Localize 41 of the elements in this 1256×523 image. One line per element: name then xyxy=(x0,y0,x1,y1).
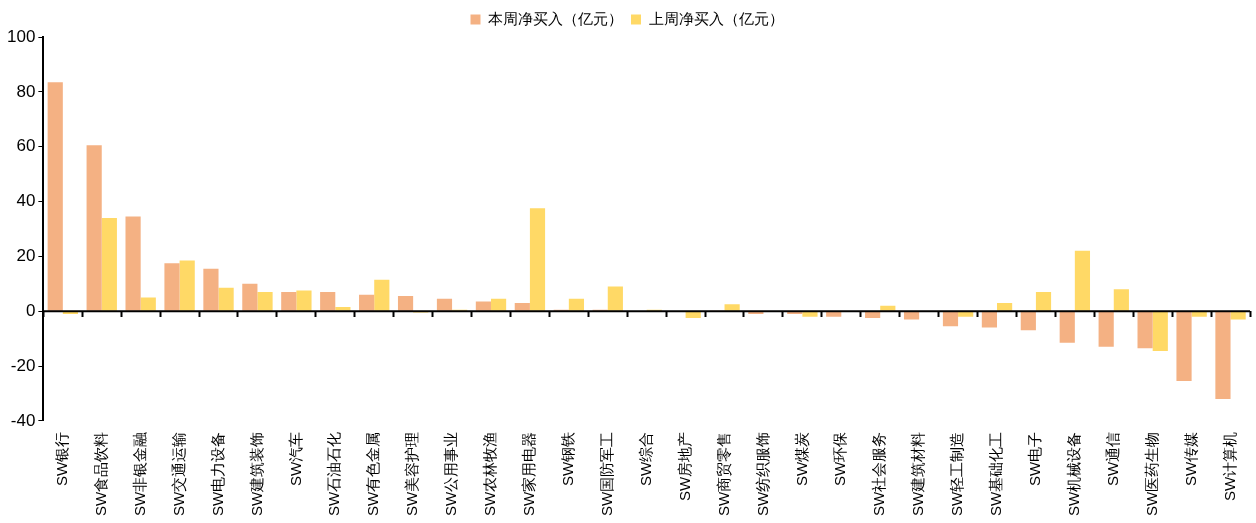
x-tick-label: SW煤炭 xyxy=(792,431,810,487)
x-tick-label: SW计算机 xyxy=(1220,431,1238,502)
x-tick-label: SW家用电器 xyxy=(520,431,538,517)
y-tick-label: 20 xyxy=(16,246,36,266)
x-tick-label: SW食品饮料 xyxy=(91,431,109,517)
x-tick-label: SW传媒 xyxy=(1181,431,1199,487)
x-tick-label: SW轻工制造 xyxy=(948,431,966,517)
y-tick-label: -20 xyxy=(10,355,36,375)
x-tick-label: SW商贸零售 xyxy=(714,431,732,517)
x-tick-label: SW石油石化 xyxy=(325,431,343,517)
x-tick-label: SW电力设备 xyxy=(208,431,226,517)
x-tick-label: SW非银金融 xyxy=(130,431,148,517)
x-tick-label: SW通信 xyxy=(1103,431,1121,487)
x-tick-label: SW农林牧渔 xyxy=(481,431,499,517)
y-tick-label: 0 xyxy=(25,300,36,320)
x-tick-label: SW纺织服饰 xyxy=(753,431,771,517)
x-tick-label: SW建筑材料 xyxy=(909,431,927,517)
x-tick-label: SW汽车 xyxy=(286,431,304,487)
x-tick-label: SW环保 xyxy=(831,431,849,487)
x-tick-label: SW基础化工 xyxy=(987,431,1005,517)
legend-label: 上周净买入（亿元） xyxy=(648,9,784,27)
x-tick-label: SW有色金属 xyxy=(364,431,382,517)
x-tick-label: SW银行 xyxy=(52,431,70,487)
x-tick-label: SW公用事业 xyxy=(442,431,460,517)
x-tick-label: SW国防军工 xyxy=(597,431,615,517)
x-tick-label: SW钢铁 xyxy=(558,431,576,487)
x-tick-label: SW美容护理 xyxy=(403,431,421,517)
x-tick-label: SW社会服务 xyxy=(870,431,888,517)
y-tick-label: -40 xyxy=(10,410,36,430)
legend-label: 本周净买入（亿元） xyxy=(488,9,623,27)
y-tick-label: 60 xyxy=(16,136,36,156)
x-tick-label: SW房地产 xyxy=(675,431,693,502)
x-tick-label: SW机械设备 xyxy=(1064,431,1082,517)
x-tick-label: SW医药生物 xyxy=(1142,431,1160,517)
y-tick-label: 80 xyxy=(16,81,36,101)
y-tick-label: 100 xyxy=(6,26,36,46)
x-tick-label: SW建筑装饰 xyxy=(247,431,265,517)
x-tick-label: SW电子 xyxy=(1026,431,1044,487)
x-tick-label: SW综合 xyxy=(636,431,654,487)
y-tick-label: 40 xyxy=(16,191,36,211)
x-tick-label: SW交通运输 xyxy=(169,431,187,517)
